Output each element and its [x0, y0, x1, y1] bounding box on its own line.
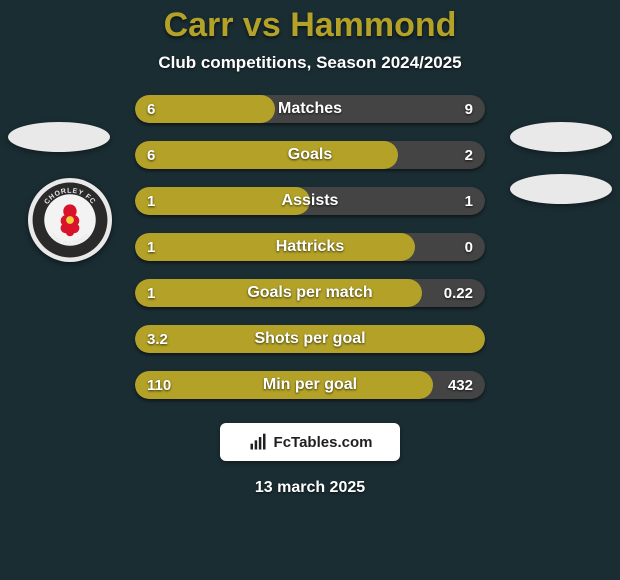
player-slot-right-2 [510, 174, 612, 204]
stat-row: 10.22Goals per match [135, 279, 485, 307]
source-badge: FcTables.com [220, 423, 400, 461]
stat-bar-fill [135, 371, 433, 399]
stat-row: 62Goals [135, 141, 485, 169]
stat-row: 10Hattricks [135, 233, 485, 261]
stat-bar-fill [135, 233, 415, 261]
stat-bar-fill [135, 141, 398, 169]
date-text: 13 march 2025 [255, 479, 365, 497]
player-slot-right-1 [510, 122, 612, 152]
club-crest-svg: CHORLEY FC THE MAGPIES [31, 181, 109, 259]
club-crest: CHORLEY FC THE MAGPIES [28, 178, 112, 262]
content-wrap: Carr vs Hammond Club competitions, Seaso… [0, 0, 620, 580]
stats-bars: 69Matches 62Goals 11Assists 10Hattricks 10.2… [135, 95, 485, 399]
stat-row: 69Matches [135, 95, 485, 123]
stat-row: 3.2Shots per goal [135, 325, 485, 353]
stat-bar-fill [135, 95, 275, 123]
player-slot-left [8, 122, 110, 152]
page-subtitle: Club competitions, Season 2024/2025 [158, 53, 461, 73]
stat-row: 11Assists [135, 187, 485, 215]
chart-icon [248, 432, 268, 452]
source-badge-text: FcTables.com [274, 434, 373, 451]
stat-bar-fill [135, 279, 422, 307]
stat-bar-fill [135, 325, 485, 353]
stat-row: 110432Min per goal [135, 371, 485, 399]
stat-bar-fill [135, 187, 310, 215]
page-title: Carr vs Hammond [164, 6, 457, 45]
